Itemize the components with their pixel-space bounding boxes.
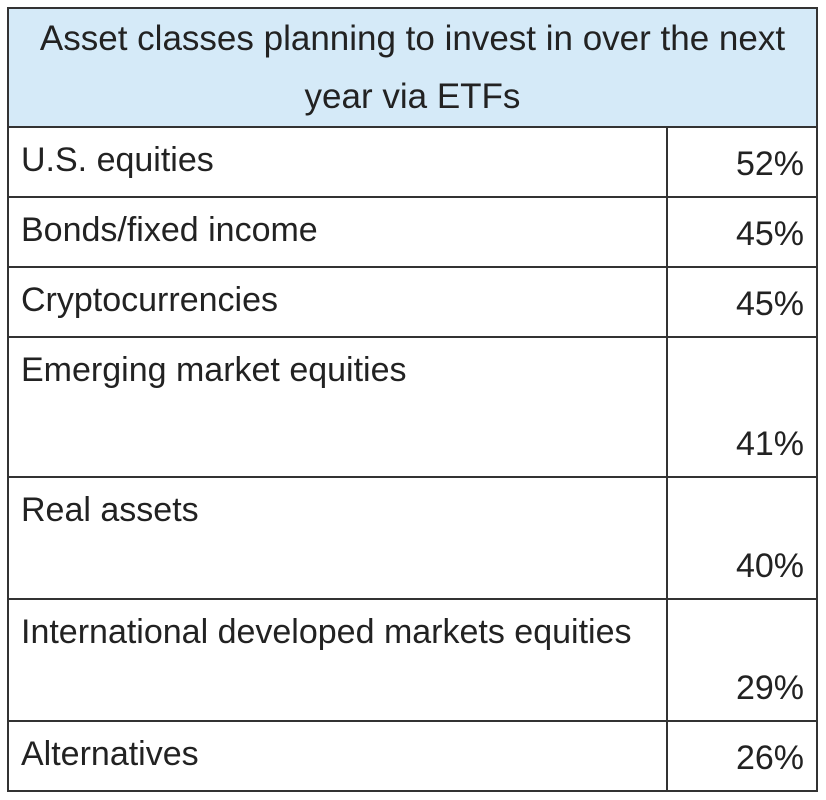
row-value: 52% bbox=[666, 126, 818, 198]
row-label: Emerging market equities bbox=[7, 336, 668, 478]
table-title: Asset classes planning to invest in over… bbox=[7, 7, 818, 128]
header-row: Asset classes planning to invest in over… bbox=[7, 7, 818, 128]
row-label: Cryptocurrencies bbox=[7, 266, 668, 338]
row-value: 26% bbox=[666, 720, 818, 792]
row-value: 45% bbox=[666, 196, 818, 268]
row-label: Alternatives bbox=[7, 720, 668, 792]
table-row: Real assets 40% bbox=[7, 476, 818, 600]
row-value: 41% bbox=[666, 336, 818, 478]
data-table: Asset classes planning to invest in over… bbox=[7, 7, 818, 792]
row-label: Real assets bbox=[7, 476, 668, 600]
row-value: 29% bbox=[666, 598, 818, 722]
row-label: Bonds/fixed income bbox=[7, 196, 668, 268]
row-label: U.S. equities bbox=[7, 126, 668, 198]
table-row: Cryptocurrencies 45% bbox=[7, 266, 818, 338]
row-value: 40% bbox=[666, 476, 818, 600]
row-value: 45% bbox=[666, 266, 818, 338]
table-row: Emerging market equities 41% bbox=[7, 336, 818, 478]
table-body: U.S. equities 52% Bonds/fixed income 45%… bbox=[7, 126, 818, 792]
table-row: Bonds/fixed income 45% bbox=[7, 196, 818, 268]
table-row: U.S. equities 52% bbox=[7, 126, 818, 198]
row-label: International developed markets equities bbox=[7, 598, 668, 722]
table-row: Alternatives 26% bbox=[7, 720, 818, 792]
table-row: International developed markets equities… bbox=[7, 598, 818, 722]
